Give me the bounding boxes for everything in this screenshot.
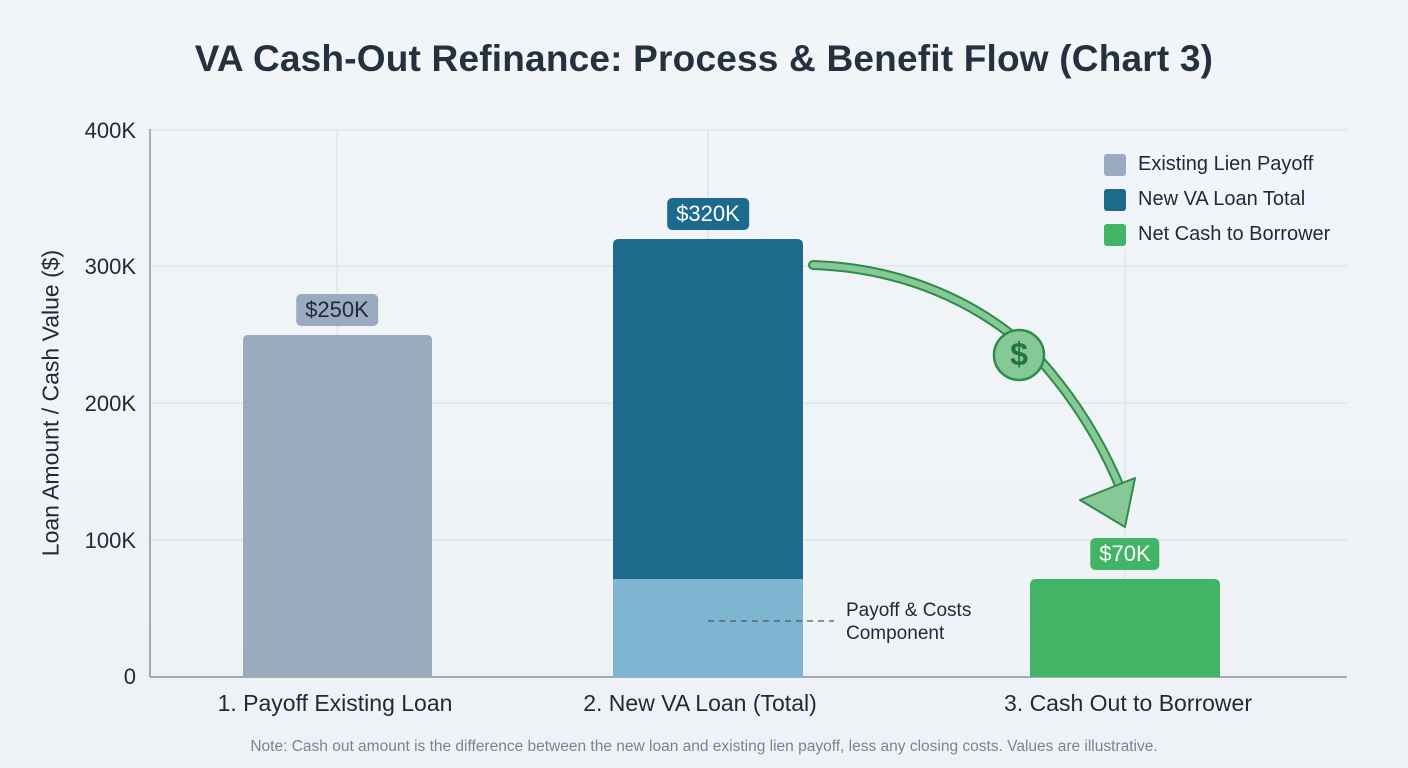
chart-footnote: Note: Cash out amount is the difference … [250,738,1158,755]
x-tick-cash-out: 3. Cash Out to Borrower [1004,690,1252,716]
legend-label: Net Cash to Borrower [1138,223,1331,245]
annotation-line-1: Payoff & Costs [846,600,972,621]
bar-label-new-loan: $320K [667,198,749,230]
arrow-head-icon [1079,477,1136,528]
payoff-costs-annotation: Payoff & Costs Component [846,599,971,645]
bar-payoff-existing-loan [243,335,432,677]
legend-swatch-icon [1104,153,1126,176]
legend-label: New VA Loan Total [1138,188,1306,210]
y-tick-100k: 100K [84,528,136,553]
legend-item-new-va-loan-total: New VA Loan Total [1104,182,1330,217]
bar-new-va-loan-total [613,239,803,677]
y-tick-200k: 200K [84,391,136,416]
bar-cash-out-to-borrower [1030,579,1220,677]
bar-label-cash-out: $70K [1090,538,1160,570]
legend: Existing Lien Payoff New VA Loan Total N… [1104,147,1330,252]
x-tick-new-va-loan: 2. New VA Loan (Total) [583,690,817,716]
legend-swatch-icon [1104,223,1126,246]
legend-swatch-icon [1104,188,1126,211]
dollar-symbol: $ [1010,335,1028,372]
bar-payoff-costs-component [613,579,803,677]
legend-item-existing-lien-payoff: Existing Lien Payoff [1104,147,1330,182]
y-tick-400k: 400K [84,118,136,143]
y-axis-label: Loan Amount / Cash Value ($) [37,249,64,557]
dollar-coin-icon [992,328,1046,382]
y-tick-0: 0 [123,664,136,689]
x-tick-payoff-existing-loan: 1. Payoff Existing Loan [217,690,453,716]
cash-flow-arrow [808,260,1136,528]
annotation-line-2: Component [846,623,945,644]
legend-item-net-cash-to-borrower: Net Cash to Borrower [1104,217,1330,252]
y-tick-300k: 300K [84,254,136,279]
bar-label-payoff: $250K [296,294,378,326]
legend-label: Existing Lien Payoff [1138,153,1314,175]
chart-title: VA Cash-Out Refinance: Process & Benefit… [194,38,1214,79]
